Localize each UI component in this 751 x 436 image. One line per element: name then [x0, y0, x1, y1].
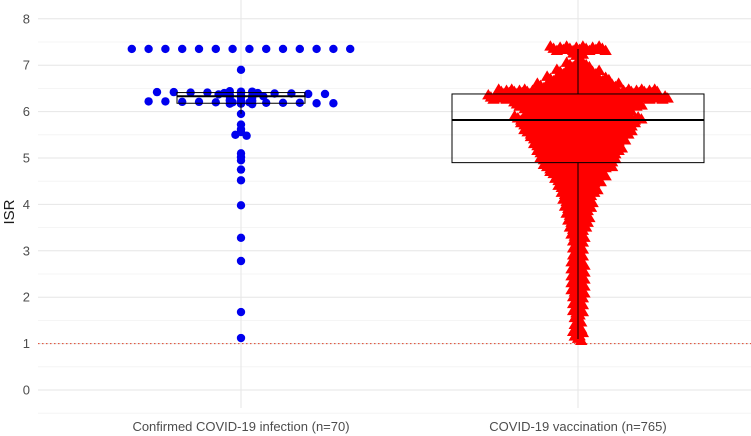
- infection-point: [245, 44, 254, 54]
- infection-point: [178, 44, 187, 54]
- infection-point: [278, 44, 288, 54]
- x-category-labels: Confirmed COVID-19 infection (n=70) COVID…: [132, 419, 666, 434]
- vaccination-point: [576, 243, 590, 254]
- vaccination-point: [576, 291, 590, 303]
- y-tick-label: 2: [23, 290, 30, 305]
- y-tick-label: 1: [23, 336, 30, 351]
- infection-point: [236, 165, 246, 174]
- vaccination-point: [661, 92, 674, 103]
- vaccination-point: [628, 116, 642, 128]
- vaccination-point: [612, 144, 625, 156]
- gridlines: [38, 0, 751, 414]
- infection-point: [236, 176, 246, 185]
- infection-point: [295, 44, 304, 54]
- x-category-label: Confirmed COVID-19 infection (n=70): [132, 419, 349, 434]
- infection-point: [262, 44, 271, 54]
- y-tick-labels: 0 1 2 3 4 5 6 7 8: [23, 11, 30, 397]
- infection-point: [194, 44, 204, 54]
- boxplots: [176, 48, 705, 339]
- infection-point: [127, 44, 136, 54]
- vaccination-point: [625, 124, 638, 136]
- x-category-label: COVID-19 vaccination (n=765): [489, 419, 666, 434]
- infection-point: [242, 131, 251, 140]
- infection-point: [320, 89, 330, 99]
- y-axis-title: ISR: [1, 199, 18, 224]
- y-tick-label: 6: [23, 104, 30, 119]
- vaccination-point: [575, 334, 588, 346]
- y-tick-label: 5: [23, 151, 30, 166]
- infection-point: [236, 307, 246, 317]
- infection-point: [144, 44, 153, 54]
- vaccination-point: [576, 48, 590, 59]
- vaccination-point: [609, 152, 622, 164]
- y-tick-label: 8: [23, 11, 30, 26]
- vaccination-point: [635, 113, 648, 124]
- vaccination-point: [618, 134, 632, 145]
- infection-point: [236, 256, 246, 266]
- infection-point: [161, 97, 170, 106]
- vaccination-point: [576, 326, 590, 338]
- infection-point: [236, 333, 246, 343]
- infection-point: [231, 130, 240, 139]
- infection-point: [312, 99, 321, 108]
- vaccination-point: [576, 250, 590, 261]
- vaccination-point: [599, 169, 612, 181]
- vaccination-point: [594, 175, 607, 187]
- vaccination-point: [599, 44, 612, 56]
- infection-point: [161, 44, 170, 54]
- infection-point: [236, 201, 246, 210]
- infection-point: [178, 97, 187, 107]
- infection-point: [169, 87, 178, 97]
- vaccination-point: [588, 186, 601, 197]
- infection-point: [194, 97, 204, 107]
- infection-point: [236, 65, 246, 75]
- infection-point: [304, 89, 313, 99]
- infection-point: [346, 44, 355, 54]
- y-tick-label: 0: [23, 383, 30, 398]
- infection-point: [312, 44, 321, 54]
- infection-point: [214, 90, 223, 99]
- y-tick-label: 3: [23, 243, 30, 258]
- infection-point: [236, 156, 246, 165]
- vaccination-point: [576, 305, 590, 317]
- infection-point: [236, 233, 246, 243]
- infection-point: [152, 87, 162, 97]
- vaccination-point: [579, 221, 593, 232]
- box-iqr: [451, 93, 705, 164]
- vaccination-point: [635, 99, 648, 110]
- y-tick-label: 7: [23, 58, 30, 73]
- infection-point: [144, 97, 153, 106]
- infection-point: [248, 99, 257, 109]
- y-tick-label: 4: [23, 197, 30, 212]
- infection-point: [329, 44, 338, 54]
- vaccination-point: [576, 298, 590, 310]
- infection-point: [211, 98, 220, 107]
- vaccination-point: [584, 201, 598, 212]
- vaccination-point: [576, 236, 590, 247]
- infection-point: [329, 99, 338, 108]
- infection-point: [211, 44, 220, 54]
- infection-point: [228, 44, 237, 54]
- infection-point: [236, 149, 246, 158]
- box-iqr: [176, 92, 306, 104]
- data-points: [127, 40, 674, 346]
- vaccination-point: [605, 160, 619, 172]
